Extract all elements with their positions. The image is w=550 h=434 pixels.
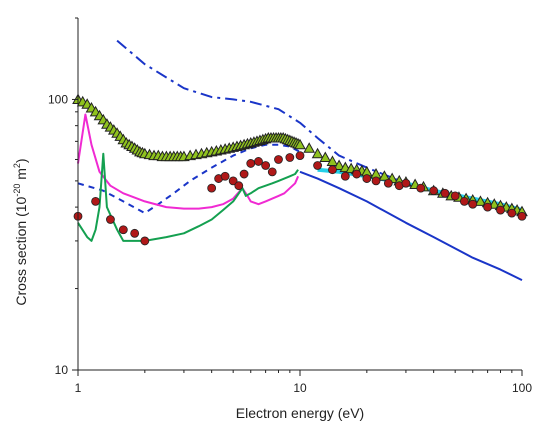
circle-marker [130, 228, 140, 238]
y-axis-title-close: ) [13, 158, 29, 163]
y-axis-title: Cross section (10-20 m2) [12, 158, 29, 305]
circle-marker [371, 176, 381, 186]
circle-marker [246, 159, 256, 168]
circle-marker [450, 191, 460, 201]
y-tick-label: 100 [48, 92, 68, 106]
circle-marker [313, 161, 322, 170]
x-tick-label: 1 [75, 381, 82, 395]
tick-labels: 1 10 100 10 100 [48, 92, 532, 395]
circle-marker [362, 174, 372, 183]
circle-marker [440, 188, 450, 198]
circle-marker [267, 167, 277, 177]
circle-marker [459, 196, 469, 206]
circle-marker [140, 236, 150, 246]
x-tick-label: 100 [512, 381, 532, 395]
circle-marker [429, 186, 439, 196]
circle-marker [239, 169, 249, 179]
y-axis-title-unit-exponent: 2 [12, 163, 22, 168]
circle-marker [517, 211, 527, 221]
circle-marker [328, 165, 337, 175]
circle-marker [483, 202, 493, 212]
triangle-marker [311, 147, 324, 159]
circle-marker [274, 155, 283, 164]
circle-marker [401, 178, 411, 188]
y-axis-title-unit: m [13, 168, 29, 184]
y-axis-title-exponent: -20 [12, 184, 22, 197]
circle-marker [234, 181, 244, 191]
circle-marker [468, 199, 478, 209]
circle-marker [295, 151, 305, 161]
axes [72, 17, 523, 376]
circle-marker [220, 171, 230, 181]
circle-marker [207, 183, 217, 193]
triangle-marker [474, 195, 487, 206]
circle-marker [352, 169, 362, 179]
circle-marker [106, 215, 115, 224]
circle-marker [416, 183, 426, 193]
series-line-4 [77, 113, 300, 210]
x-tick-label: 10 [293, 381, 307, 395]
x-axis-title: Electron energy (eV) [236, 405, 364, 421]
circle-marker [228, 176, 238, 186]
data-markers [72, 93, 528, 246]
circle-marker [254, 157, 263, 166]
y-axis-title-main: Cross section (10 [13, 196, 29, 305]
series-line-5 [77, 152, 299, 242]
series-line-2 [77, 143, 301, 215]
series-line-1 [116, 39, 523, 215]
triangle-marker [333, 159, 345, 170]
circle-marker [507, 208, 517, 218]
circle-marker [285, 153, 295, 162]
triangle-marker [294, 138, 306, 150]
triangle-marker [378, 170, 391, 181]
triangle-marker [319, 151, 332, 163]
y-tick-label: 10 [55, 363, 69, 377]
triangle-marker [303, 142, 316, 153]
circle-marker [340, 171, 350, 181]
circle-marker [261, 161, 271, 170]
series-line-3 [299, 170, 523, 281]
circle-marker [91, 196, 100, 206]
circle-marker [118, 225, 128, 235]
circle-marker [496, 205, 505, 215]
circle-marker [383, 178, 393, 188]
